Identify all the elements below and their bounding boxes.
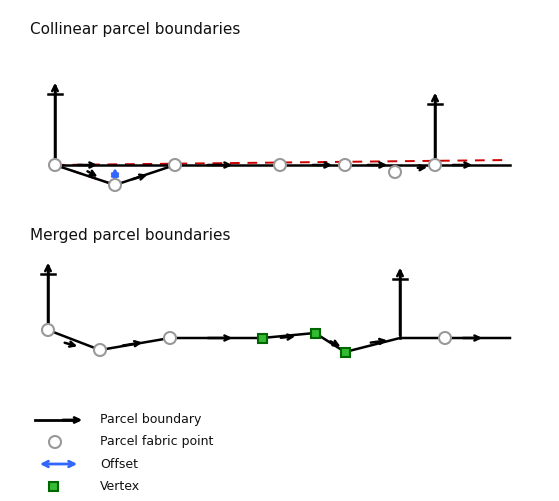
Text: Collinear parcel boundaries: Collinear parcel boundaries xyxy=(30,22,240,37)
Text: Offset: Offset xyxy=(100,457,138,470)
Bar xyxy=(258,334,267,343)
Circle shape xyxy=(164,332,176,344)
Circle shape xyxy=(42,324,54,336)
Text: Vertex: Vertex xyxy=(100,479,140,492)
Text: Parcel fabric point: Parcel fabric point xyxy=(100,435,214,448)
Bar xyxy=(340,348,349,357)
Circle shape xyxy=(339,159,351,171)
Circle shape xyxy=(169,159,181,171)
Text: Parcel boundary: Parcel boundary xyxy=(100,413,201,426)
Circle shape xyxy=(389,166,401,178)
Bar xyxy=(310,329,320,338)
Circle shape xyxy=(49,436,61,448)
Bar xyxy=(49,481,58,490)
Circle shape xyxy=(429,159,441,171)
Circle shape xyxy=(439,332,451,344)
Circle shape xyxy=(94,344,106,356)
Circle shape xyxy=(109,179,121,191)
Circle shape xyxy=(49,159,61,171)
Text: Merged parcel boundaries: Merged parcel boundaries xyxy=(30,228,230,243)
Circle shape xyxy=(274,159,286,171)
